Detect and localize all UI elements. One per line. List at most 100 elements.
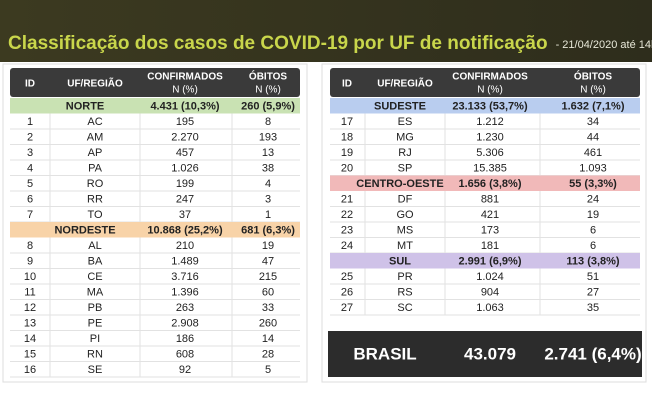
cell: 181 [481, 240, 499, 252]
cell: 35 [587, 302, 599, 314]
cell: 1 [27, 116, 33, 128]
cell: 5 [27, 178, 33, 190]
cell: 1.489 [171, 256, 199, 268]
total-box [328, 331, 642, 377]
cell: 44 [587, 132, 599, 144]
cell: 60 [262, 287, 274, 299]
cell: AC [87, 116, 102, 128]
cell: 15 [24, 349, 36, 361]
cell: 904 [481, 287, 499, 299]
column-header: UF/REGIÃO [67, 77, 123, 90]
cell: 13 [24, 318, 36, 330]
cell: 4 [27, 163, 33, 175]
column-subheader: N (%) [580, 85, 606, 96]
total-confirmed: 43.079 [464, 344, 516, 363]
cell: 33 [262, 302, 274, 314]
cell: PA [88, 163, 103, 175]
cell: AP [88, 147, 103, 159]
cell: 1.024 [476, 271, 504, 283]
cell: 8 [265, 116, 271, 128]
column-header: ID [342, 79, 352, 90]
cell: 37 [179, 209, 191, 221]
cell: 1 [265, 209, 271, 221]
cell: 881 [481, 194, 499, 206]
cell: ES [398, 116, 413, 128]
region-confirmed: 2.991 (6,9%) [459, 256, 522, 268]
region-name: SUDESTE [374, 101, 426, 113]
region-deaths: 681 (6,3%) [241, 225, 295, 237]
region-confirmed: 10.868 (25,2%) [147, 225, 223, 237]
cell: RR [87, 194, 103, 206]
cell: 215 [259, 271, 277, 283]
cell: 3 [27, 147, 33, 159]
cell: 38 [262, 163, 274, 175]
cell: 20 [341, 163, 353, 175]
region-row [330, 98, 640, 114]
region-name: NORDESTE [54, 225, 115, 237]
region-confirmed: 4.431 (10,3%) [150, 101, 219, 113]
cell: RN [87, 349, 103, 361]
cell: 25 [341, 271, 353, 283]
cell: 6 [590, 240, 596, 252]
cell: MT [397, 240, 413, 252]
cell: 5.306 [476, 147, 504, 159]
cell: 2.270 [171, 132, 199, 144]
cell: 14 [262, 333, 274, 345]
cell: 11 [24, 287, 35, 299]
cell: 13 [262, 147, 274, 159]
cell: 608 [176, 349, 194, 361]
region-row [10, 222, 300, 238]
cell: 3 [265, 194, 271, 206]
cell: 19 [341, 147, 353, 159]
cell: 260 [259, 318, 277, 330]
cell: SC [397, 302, 412, 314]
cell: CE [87, 271, 102, 283]
cell: MS [397, 225, 414, 237]
region-name: CENTRO-OESTE [356, 178, 443, 190]
cell: TO [87, 209, 103, 221]
cell: SP [398, 163, 413, 175]
column-header: ÓBITOS [574, 70, 612, 83]
cell: 7 [27, 209, 33, 221]
column-subheader: N (%) [477, 85, 503, 96]
column-header: ÓBITOS [249, 70, 287, 83]
cell: 2.908 [171, 318, 199, 330]
cell: 28 [262, 349, 274, 361]
cell: RO [87, 178, 104, 190]
cell: 421 [481, 209, 499, 221]
cell: BA [88, 256, 103, 268]
cell: 12 [24, 302, 36, 314]
cell: RS [397, 287, 412, 299]
column-header: CONFIRMADOS [452, 72, 528, 83]
region-deaths: 113 (3,8%) [566, 256, 620, 268]
cell: 14 [24, 333, 36, 345]
cell: 24 [341, 240, 353, 252]
column-header: ID [25, 79, 35, 90]
header-bar [0, 0, 652, 62]
region-deaths: 260 (5,9%) [241, 101, 295, 113]
cell: 15.385 [473, 163, 507, 175]
header-row [330, 68, 640, 97]
region-row [10, 98, 300, 114]
cell: PE [88, 318, 103, 330]
cell: 3.716 [171, 271, 199, 283]
region-confirmed: 23.133 (53,7%) [452, 101, 528, 113]
cell: 23 [341, 225, 353, 237]
left-frame [2, 63, 308, 383]
cell: 10 [24, 271, 36, 283]
cell: 6 [27, 194, 33, 206]
cell: 47 [262, 256, 274, 268]
total-label: BRASIL [353, 344, 416, 363]
cell: 22 [341, 209, 353, 221]
cell: GO [396, 209, 414, 221]
cell: RJ [398, 147, 411, 159]
cell: 21 [341, 194, 353, 206]
cell: 26 [341, 287, 353, 299]
cell: 1.212 [476, 116, 504, 128]
region-confirmed: 1.656 (3,8%) [459, 178, 522, 190]
cell: 461 [584, 147, 602, 159]
cell: 19 [587, 209, 599, 221]
cell: 173 [481, 225, 499, 237]
region-row [330, 175, 640, 191]
cell: 195 [176, 116, 194, 128]
